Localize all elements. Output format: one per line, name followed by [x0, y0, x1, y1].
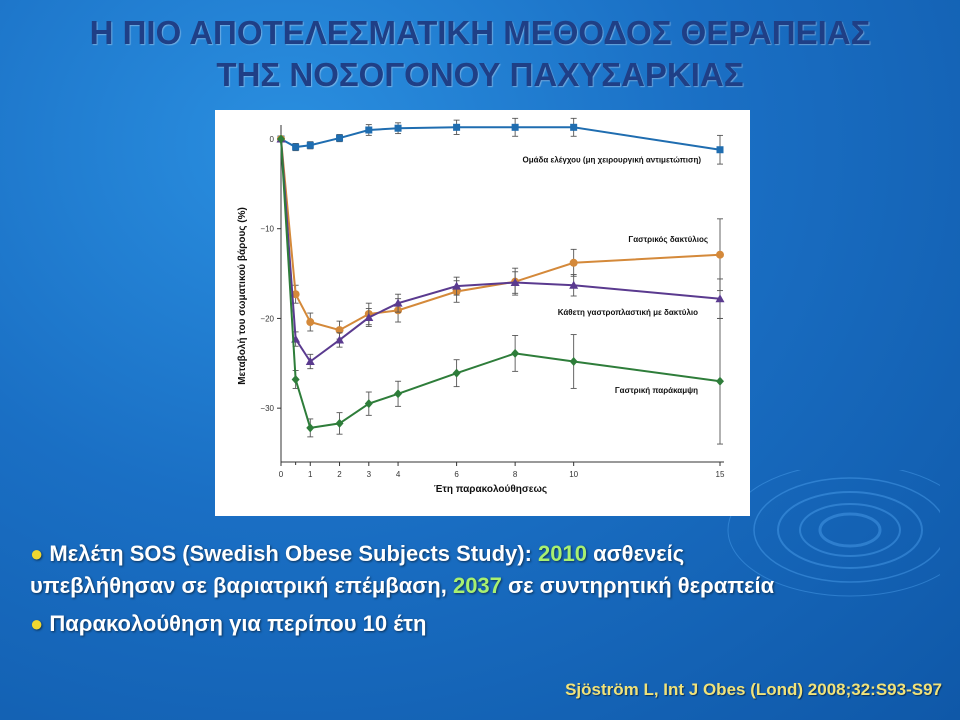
x-tick-label: 8	[513, 470, 518, 479]
series-0	[277, 117, 724, 165]
x-tick-label: 0	[279, 470, 284, 479]
series-line	[280, 126, 721, 151]
data-point	[452, 368, 461, 378]
data-point	[292, 143, 300, 151]
data-point	[364, 313, 374, 322]
x-tick-label: 2	[337, 470, 342, 479]
x-tick-label: 10	[569, 470, 578, 479]
data-point	[365, 126, 373, 134]
series-label-3: Γαστρική παράκαμψη	[615, 386, 698, 395]
bullet-1-conservative-count: 2037	[452, 573, 502, 598]
y-tick-label: −10	[260, 225, 274, 234]
y-tick-label: −30	[260, 404, 274, 413]
data-point	[291, 290, 300, 299]
data-point	[335, 326, 344, 335]
bullet-item-sos-study: ● Μελέτη SOS (Swedish Obese Subjects Stu…	[30, 538, 950, 602]
data-point	[306, 141, 314, 149]
bullet-dot-icon: ●	[30, 611, 44, 636]
data-point	[336, 134, 344, 142]
bullet-1-line2-pre: υπεβλήθησαν σε βαριατρική επέμβαση,	[30, 573, 453, 598]
x-tick-label: 1	[308, 470, 313, 479]
water-ripple-decoration	[727, 470, 940, 597]
bullet-1-text-mid: ασθενείς	[586, 541, 685, 566]
x-tick-label: 3	[367, 470, 372, 479]
bullet-item-follow-up: ● Παρακολούθηση για περίπου 10 έτη	[30, 608, 950, 640]
data-point	[364, 399, 373, 409]
y-tick-label: −20	[260, 314, 274, 323]
bullet-2-text: Παρακολούθηση για περίπου 10 έτη	[49, 611, 427, 636]
series-label-1: Γαστρικός δακτύλιος	[628, 235, 708, 244]
bullet-1-text: Μελέτη SOS (Swedish Obese Subjects Study…	[49, 541, 539, 566]
bullet-dot-icon: ●	[30, 541, 44, 566]
data-point	[570, 123, 578, 131]
data-point	[277, 134, 285, 144]
slide-title-line-1: Η ΠΙΟ ΑΠΟΤΕΛΕΣΜΑΤΙΚΗ ΜΕΘΟΔΟΣ ΘΕΡΑΠΕΙΑΣ	[89, 14, 871, 51]
slide-title: Η ΠΙΟ ΑΠΟΤΕΛΕΣΜΑΤΙΚΗ ΜΕΘΟΔΟΣ ΘΕΡΑΠΕΙΑΣ Τ…	[0, 12, 960, 96]
data-point	[569, 280, 579, 289]
x-tick-label: 4	[396, 470, 401, 479]
bullet-1-surgery-count: 2010	[538, 541, 587, 566]
bullet-1-line2-post: σε συντηρητική θεραπεία	[501, 573, 775, 598]
data-point	[716, 250, 724, 259]
series-line	[280, 138, 721, 332]
data-point	[716, 146, 724, 154]
series-line	[280, 138, 721, 363]
data-point	[306, 318, 315, 327]
series-label-2: Κάθετη γαστροπλαστική με δακτύλιο	[558, 308, 698, 317]
y-tick-label: 0	[270, 135, 275, 144]
series-2	[276, 134, 725, 370]
data-point	[305, 357, 315, 366]
chart-panel: 0 −10 −20 −30 0 1 2 3 4 6 8 10 15 Έτη παρακολούθησεως…	[215, 110, 750, 516]
series-label-0: Ομάδα ελέγχου (μη χειρουργική αντιμετώπι…	[523, 155, 702, 164]
data-point	[715, 294, 725, 303]
series-3	[277, 134, 724, 445]
data-point	[510, 278, 520, 287]
data-point	[452, 281, 462, 290]
x-axis-title: Έτη παρακολούθησεως	[434, 484, 547, 495]
data-point	[394, 124, 402, 132]
data-point	[716, 376, 724, 386]
series-line	[280, 138, 721, 430]
slide-title-line-2: ΤΗΣ ΝΟΣΟΓΟΝΟΥ ΠΑΧΥΣΑΡΚΙΑΣ	[216, 56, 744, 93]
citation: Sjöström L, Int J Obes (Lond) 2008;32:S9…	[565, 680, 942, 699]
data-point	[569, 357, 578, 367]
y-axis-title: Μεταβολή του σωματικού βάρους (%)	[237, 207, 248, 385]
data-point	[291, 374, 300, 384]
data-point	[335, 335, 345, 344]
x-tick-label: 15	[716, 470, 725, 479]
data-point	[335, 418, 344, 428]
data-point	[453, 123, 461, 131]
data-point	[394, 389, 403, 399]
x-tick-label: 6	[454, 470, 459, 479]
data-point	[393, 298, 403, 307]
series-1	[277, 134, 724, 340]
data-point	[569, 258, 578, 267]
data-point	[511, 123, 519, 131]
data-point	[511, 348, 520, 358]
bullet-list: ● Μελέτη SOS (Swedish Obese Subjects Stu…	[30, 538, 950, 640]
weight-change-chart: 0 −10 −20 −30 0 1 2 3 4 6 8 10 15 Έτη παρακολούθησεως…	[237, 117, 725, 495]
data-point	[306, 423, 315, 433]
